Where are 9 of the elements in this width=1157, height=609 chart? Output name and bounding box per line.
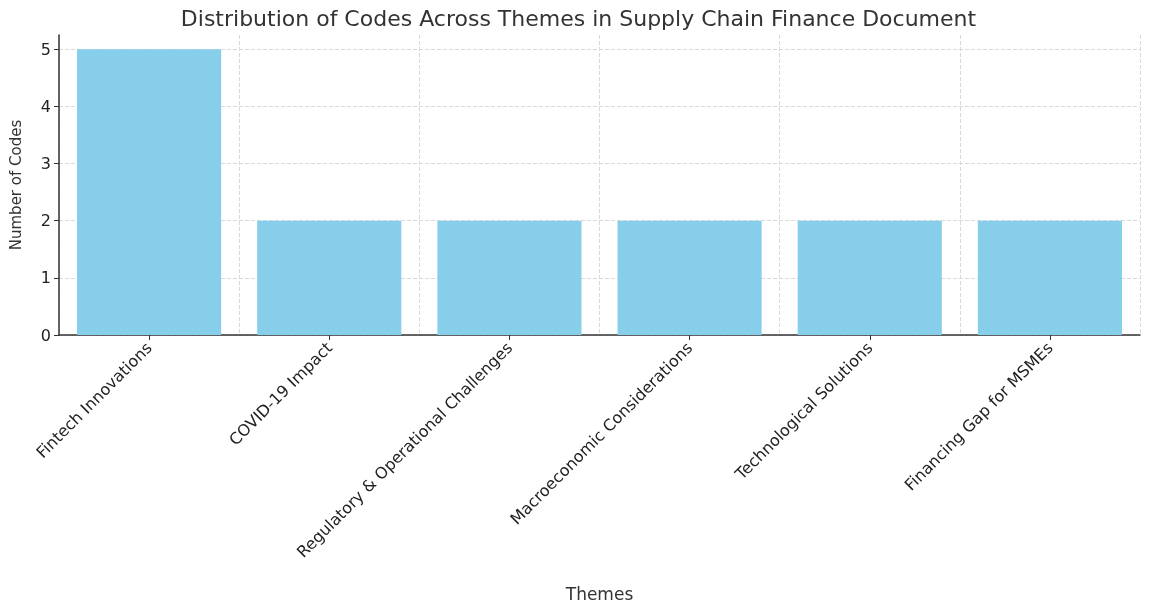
y-axis-title: Number of Codes (6, 119, 25, 251)
y-tick-label: 2 (40, 211, 51, 231)
y-tick-label: 3 (40, 154, 51, 174)
y-tick-label: 0 (40, 325, 51, 345)
y-tick-label: 5 (40, 39, 51, 59)
y-tick-label: 1 (40, 268, 51, 288)
x-axis-title: Themes (564, 583, 634, 604)
chart-title: Distribution of Codes Across Themes in Supply Chain Finance Document (180, 5, 977, 31)
y-tick-label: 4 (40, 96, 51, 116)
